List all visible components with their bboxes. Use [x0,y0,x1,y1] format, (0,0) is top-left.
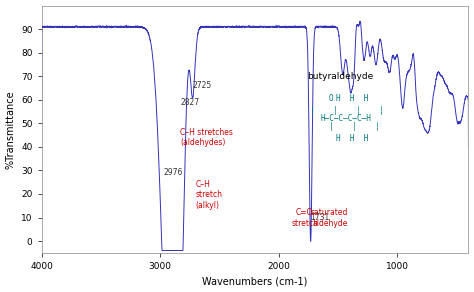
Text: H–C–C–C–C–H: H–C–C–C–C–H [321,114,372,123]
Text: C–H stretches
(aldehydes): C–H stretches (aldehydes) [180,128,233,147]
Text: |    |    |    |: | | | | [310,106,384,115]
Text: 2725: 2725 [193,81,212,90]
Y-axis label: %Transmittance: %Transmittance [6,90,16,168]
Text: O: O [328,94,333,103]
Text: H  H  H: H H H [336,94,368,103]
Text: 2976: 2976 [163,168,182,178]
Text: H  H  H: H H H [336,134,368,143]
Text: 2827: 2827 [181,98,200,107]
Text: C=O
stretch: C=O stretch [292,208,319,227]
X-axis label: Wavenumbers (cm-1): Wavenumbers (cm-1) [202,277,308,286]
Text: |    |    |: | | | [329,122,380,131]
Text: C–H
stretch
(alkyl): C–H stretch (alkyl) [196,180,223,210]
Text: 1731: 1731 [310,213,330,222]
Text: saturated
aldehyde: saturated aldehyde [311,208,348,227]
Text: butyraldehyde: butyraldehyde [307,72,374,81]
